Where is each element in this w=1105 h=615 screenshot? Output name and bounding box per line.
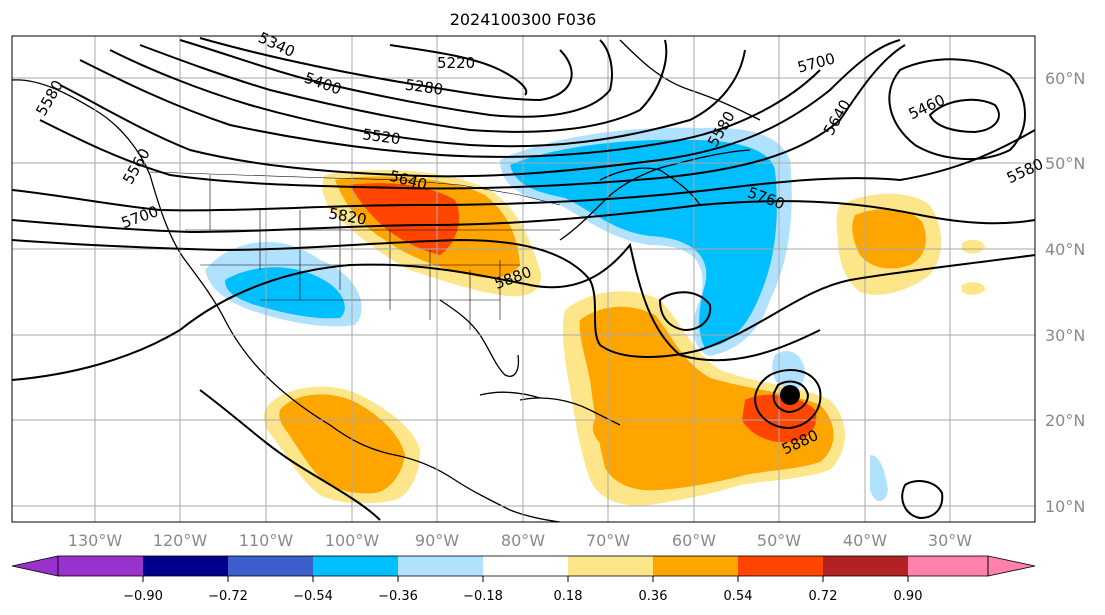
colorbar-bin-8 xyxy=(653,556,738,576)
colorbar-label-0-36: 0.36 xyxy=(639,589,668,604)
contour-label-5220: 5220 xyxy=(437,54,475,72)
contour-5880-hurricane-inner xyxy=(772,380,810,414)
anomaly-area-caribbean-orange xyxy=(592,419,630,447)
colorbar-extend-min xyxy=(11,555,59,577)
lon-label-40w: 40°W xyxy=(843,531,887,550)
colorbar-label-neg-0-72: −0.72 xyxy=(208,589,248,604)
lon-label-50w: 50°W xyxy=(757,531,801,550)
colorbar-label-neg-0-36: −0.36 xyxy=(378,589,418,604)
lat-label-40n: 40°N xyxy=(1045,240,1085,259)
anomaly-area-mid-atlantic-light-blue xyxy=(772,351,805,392)
map-frame xyxy=(11,35,1036,523)
contour-5700 xyxy=(11,129,1036,212)
colorbar-label-0-72: 0.72 xyxy=(809,589,838,604)
colorbar-bin-3 xyxy=(228,556,313,576)
colorbar-extend-max xyxy=(987,555,1036,577)
lat-label-10n: 10°N xyxy=(1045,497,1085,516)
colorbar-label-neg-0-90: −0.90 xyxy=(123,589,163,604)
contour-5400 xyxy=(139,39,668,133)
anomaly-area-east-yellow-small xyxy=(962,282,985,295)
lon-label-30w: 30°W xyxy=(928,531,972,550)
contour-5580 xyxy=(59,39,901,178)
contour-5640 xyxy=(39,44,906,190)
map-panel: 5220 5340 5280 5400 5520 5580 5640 5700 … xyxy=(11,28,1046,523)
contour-5460-west xyxy=(109,49,746,148)
anomaly-area-central-us-red xyxy=(350,183,460,255)
contour-small-se xyxy=(901,480,944,520)
lat-label-60n: 60°N xyxy=(1045,69,1085,88)
lat-label-20n: 20°N xyxy=(1045,411,1085,430)
colorbar-bin-1 xyxy=(58,556,143,576)
anomaly-area-ne-atlantic-orange xyxy=(852,209,926,269)
lon-label-80w: 80°W xyxy=(501,531,545,550)
contour-5760 xyxy=(11,200,1036,234)
colorbar-bin-5 xyxy=(398,556,483,576)
lon-label-60w: 60°W xyxy=(672,531,716,550)
map-title: 2024100300 F036 xyxy=(450,10,597,29)
contour-5460-ne-atlantic xyxy=(888,58,1026,160)
lon-label-70w: 70°W xyxy=(586,531,630,550)
colorbar-outline xyxy=(57,555,989,577)
anomaly-area-east-light-blue xyxy=(870,455,888,502)
contour-5340 xyxy=(179,39,613,118)
longitude-labels: 130°W 120°W 110°W 100°W 90°W 80°W 70°W 6… xyxy=(68,531,972,550)
contour-label-5280: 5280 xyxy=(404,76,444,99)
contour-5880-south xyxy=(199,389,381,521)
lon-label-90w: 90°W xyxy=(415,531,459,550)
contour-5880 xyxy=(11,242,821,381)
lat-label-50n: 50°N xyxy=(1045,154,1085,173)
lon-label-100w: 100°W xyxy=(325,531,380,550)
colorbar-label-0-90: 0.90 xyxy=(894,589,923,604)
hurricane-center-marker xyxy=(780,385,800,405)
colorbar-bin-7 xyxy=(568,556,653,576)
contour-5820 xyxy=(11,238,1036,358)
contour-5880-hurricane-outer xyxy=(753,369,822,430)
anomaly-area-atlantic-orange xyxy=(579,306,834,491)
colorbar-label-0-54: 0.54 xyxy=(724,589,753,604)
anomaly-area-ne-blue xyxy=(510,139,777,348)
colorbar-ticks xyxy=(142,576,909,582)
coastlines xyxy=(11,39,761,523)
colorbar-label-0-18: 0.18 xyxy=(554,589,583,604)
lon-label-130w: 130°W xyxy=(68,531,123,550)
colorbar-label-neg-0-54: −0.54 xyxy=(293,589,333,604)
anomaly-area-mexico-orange xyxy=(279,394,405,494)
lat-label-30n: 30°N xyxy=(1045,326,1085,345)
colorbar-bin-9 xyxy=(738,556,823,576)
colorbar-bin-11 xyxy=(908,556,988,576)
anomaly-area-sw-blue xyxy=(225,267,345,319)
contour-5460-inner xyxy=(928,98,1000,134)
contour-label-5520: 5520 xyxy=(361,125,401,148)
latitude-labels: 60°N 50°N 40°N 30°N 20°N 10°N xyxy=(1045,69,1085,516)
contour-5880-low xyxy=(658,291,712,332)
contour-5220 xyxy=(389,44,528,96)
anomaly-area-east-yellow-small-2 xyxy=(962,239,985,254)
political-borders xyxy=(149,171,561,330)
colorbar-bin-2 xyxy=(143,556,228,576)
colorbar: −0.90 −0.72 −0.54 −0.36 −0.18 0.18 0.36 … xyxy=(11,555,1036,604)
colorbar-label-neg-0-18: −0.18 xyxy=(463,589,503,604)
colorbar-bin-4 xyxy=(313,556,398,576)
lon-label-110w: 110°W xyxy=(239,531,294,550)
lon-label-120w: 120°W xyxy=(153,531,208,550)
contour-5520 xyxy=(79,59,821,158)
contour-5280 xyxy=(199,37,573,102)
colorbar-bin-6 xyxy=(483,556,568,576)
colorbar-bin-10 xyxy=(823,556,908,576)
height-contours xyxy=(11,37,1036,521)
